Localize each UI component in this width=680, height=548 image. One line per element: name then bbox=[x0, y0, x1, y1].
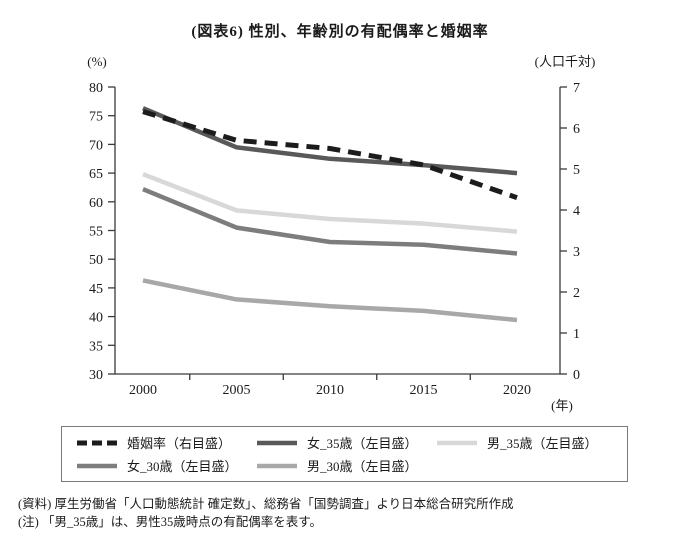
right-axis-tick-label: 7 bbox=[573, 81, 580, 96]
solid-line-marker-icon bbox=[257, 463, 297, 468]
x-axis-tick-label: 2010 bbox=[316, 383, 344, 398]
series-line-婚姻率（右目盛） bbox=[142, 109, 518, 201]
series-line-男_35歳（左目盛） bbox=[142, 172, 518, 234]
legend-label: 女_35歳（左目盛） bbox=[307, 436, 418, 451]
right-axis-unit-label: (人口千対) bbox=[535, 54, 596, 69]
left-axis-tick-label: 45 bbox=[89, 282, 103, 297]
legend-label: 女_30歳（左目盛） bbox=[127, 459, 238, 474]
x-axis-tick-label: 2000 bbox=[129, 383, 157, 398]
legend-item-女_30歳（左目盛）: 女_30歳（左目盛） bbox=[62, 456, 242, 475]
series-line-女_30歳（左目盛） bbox=[142, 187, 518, 256]
footnotes: (資料) 厚生労働省「人口動態統計 確定数」、総務省「国勢調査」より日本総合研究… bbox=[18, 495, 668, 531]
footnote-source: (資料) 厚生労働省「人口動態統計 確定数」、総務省「国勢調査」より日本総合研究… bbox=[18, 497, 514, 511]
solid-line-marker-icon bbox=[437, 440, 477, 445]
x-axis-unit-label: (年) bbox=[551, 398, 573, 413]
left-axis-tick-label: 80 bbox=[89, 81, 103, 96]
left-axis-tick-label: 50 bbox=[89, 253, 103, 268]
right-axis-tick-label: 5 bbox=[573, 163, 580, 178]
left-axis-tick-label: 35 bbox=[89, 339, 103, 354]
solid-line-marker-icon bbox=[257, 440, 297, 445]
x-axis-tick-label: 2020 bbox=[503, 383, 531, 398]
right-axis-tick-label: 3 bbox=[573, 245, 580, 260]
legend-label: 婚姻率（右目盛） bbox=[127, 436, 232, 451]
x-axis-tick-label: 2005 bbox=[223, 383, 251, 398]
series-line-女_35歳（左目盛） bbox=[142, 106, 518, 176]
left-axis-tick-label: 70 bbox=[89, 138, 103, 153]
left-axis-unit-label: (%) bbox=[87, 54, 107, 69]
x-axis-tick-label: 2015 bbox=[410, 383, 438, 398]
left-axis-tick-label: 40 bbox=[89, 311, 103, 326]
right-axis-tick-label: 0 bbox=[573, 368, 580, 383]
left-axis-tick-label: 60 bbox=[89, 196, 103, 211]
solid-line-marker-icon bbox=[77, 463, 117, 468]
legend-item-女_35歳（左目盛）: 女_35歳（左目盛） bbox=[242, 433, 422, 452]
page-title: (図表6) 性別、年齢別の有配偶率と婚姻率 bbox=[191, 24, 489, 40]
chart-legend: 婚姻率（右目盛） 女_35歳（左目盛） 男_35歳（左目盛） 女_30歳（左目盛） 男_… bbox=[61, 426, 628, 482]
series-line-男_30歳（左目盛） bbox=[142, 278, 518, 323]
legend-row: 婚姻率（右目盛） 女_35歳（左目盛） 男_35歳（左目盛） bbox=[62, 433, 627, 452]
legend-row: 女_30歳（左目盛） 男_30歳（左目盛） bbox=[62, 456, 627, 475]
footnote-note: (注) 「男_35歳」は、男性35歳時点の有配偶率を表す。 bbox=[18, 515, 322, 529]
left-axis-tick-label: 65 bbox=[89, 167, 103, 182]
right-axis-tick-label: 1 bbox=[573, 327, 580, 342]
left-axis-tick-label: 30 bbox=[89, 368, 103, 383]
dashed-line-marker-icon bbox=[77, 440, 117, 445]
right-axis-tick-label: 6 bbox=[573, 122, 580, 137]
legend-item-男_35歳（左目盛）: 男_35歳（左目盛） bbox=[422, 433, 602, 452]
left-axis-tick-label: 75 bbox=[89, 110, 103, 125]
right-axis-tick-label: 4 bbox=[573, 204, 580, 219]
legend-item-婚姻率（右目盛）: 婚姻率（右目盛） bbox=[62, 433, 242, 452]
left-axis-tick-label: 55 bbox=[89, 225, 103, 240]
legend-label: 男_30歳（左目盛） bbox=[307, 459, 418, 474]
right-axis-tick-label: 2 bbox=[573, 286, 580, 301]
legend-label: 男_35歳（左目盛） bbox=[487, 436, 598, 451]
legend-item-男_30歳（左目盛）: 男_30歳（左目盛） bbox=[242, 456, 422, 475]
